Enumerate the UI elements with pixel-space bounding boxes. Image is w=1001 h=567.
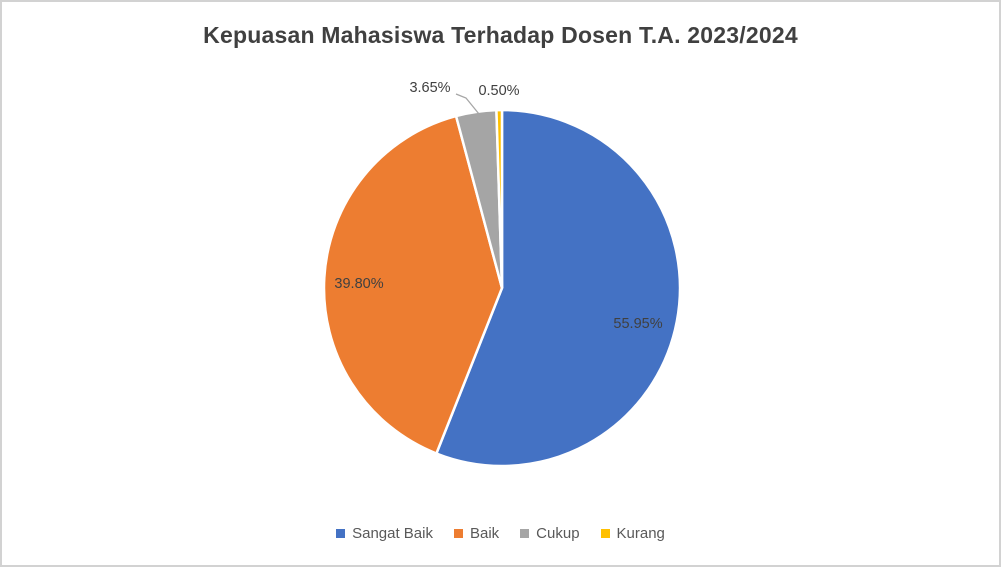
label-leader-line	[455, 93, 480, 115]
legend-swatch-sangat-baik	[336, 529, 346, 538]
data-label-cukup: 3.65%	[409, 80, 450, 96]
legend-swatch-baik	[453, 529, 463, 538]
pie-slice-sangat-baik	[434, 108, 682, 468]
legend-label: Baik	[469, 525, 500, 542]
legend-item-kurang: Kurang	[600, 525, 665, 542]
legend-item-baik: Baik	[453, 525, 500, 542]
pie-slice-kurang	[495, 108, 504, 289]
chart-title: Kepuasan Mahasiswa Terhadap Dosen T.A. 2…	[203, 22, 798, 48]
pie-slice-baik	[322, 114, 504, 456]
legend-swatch-cukup	[520, 529, 530, 538]
legend-swatch-kurang	[600, 529, 610, 538]
legend-label: Cukup	[536, 525, 580, 542]
chart-legend: Sangat Baik Baik Cukup Kurang	[2, 525, 999, 542]
data-label-kurang: 0.50%	[478, 83, 519, 99]
data-label-baik: 39.80%	[334, 276, 383, 292]
legend-item-cukup: Cukup	[520, 525, 580, 542]
legend-label: Kurang	[616, 525, 665, 542]
legend-label: Sangat Baik	[352, 525, 433, 542]
legend-item-sangat-baik: Sangat Baik	[336, 525, 433, 542]
data-label-sangat-baik: 55.95%	[613, 316, 662, 332]
